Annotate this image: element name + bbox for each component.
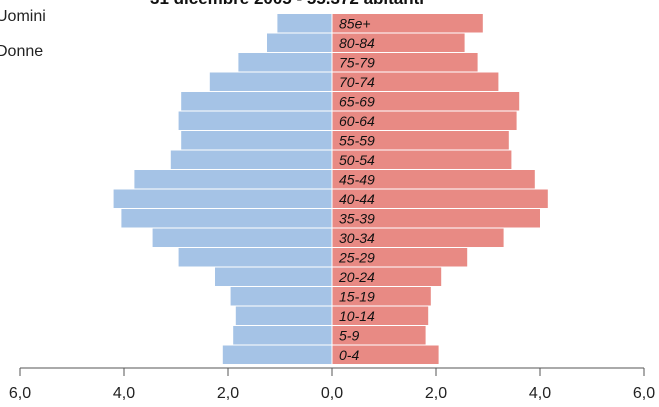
bar-females-65-69: [332, 92, 520, 111]
x-tick-label: 6,0: [9, 385, 31, 402]
bar-females-75-79: [332, 53, 478, 72]
bar-males-25-29: [178, 248, 332, 267]
bar-females-85e+: [332, 14, 483, 33]
bar-males-30-34: [152, 228, 332, 247]
x-tick-label: 0,0: [321, 385, 343, 402]
age-group-label: 25-29: [338, 250, 375, 266]
chart-title: 31 dicembre 2005 - 55.372 abitanti: [150, 0, 424, 9]
bar-males-70-74: [209, 72, 332, 91]
x-tick-label: 6,0: [633, 385, 655, 402]
x-tick-label: 4,0: [113, 385, 135, 402]
age-group-label: 10-14: [339, 308, 375, 324]
bar-females-30-34: [332, 228, 504, 247]
age-group-label: 15-19: [339, 289, 375, 305]
bar-females-50-54: [332, 150, 512, 169]
age-group-label: 85e+: [339, 16, 371, 32]
age-group-label: 0-4: [339, 347, 359, 363]
bar-females-35-39: [332, 209, 540, 228]
bar-males-40-44: [113, 189, 332, 208]
bar-females-60-64: [332, 111, 517, 130]
bar-females-70-74: [332, 72, 499, 91]
x-tick-label: 2,0: [425, 385, 447, 402]
legend-females-label: Donne: [0, 43, 44, 60]
bar-males-20-24: [215, 267, 332, 286]
bar-males-0-4: [222, 345, 332, 364]
bar-males-15-19: [230, 287, 332, 306]
bar-males-55-59: [181, 131, 332, 150]
bar-females-5-9: [332, 326, 426, 345]
bar-males-85e+: [277, 14, 332, 33]
bar-males-35-39: [121, 209, 333, 228]
age-group-label: 40-44: [339, 191, 375, 207]
age-group-label: 65-69: [339, 94, 375, 110]
bar-males-10-14: [235, 306, 332, 325]
bar-females-55-59: [332, 131, 509, 150]
age-group-label: 30-34: [339, 230, 375, 246]
bar-females-0-4: [332, 345, 439, 364]
x-tick-label: 4,0: [529, 385, 551, 402]
age-group-label: 70-74: [339, 74, 375, 90]
age-group-label: 45-49: [339, 172, 375, 188]
age-group-label: 55-59: [339, 133, 375, 149]
bar-females-20-24: [332, 267, 442, 286]
age-group-label: 5-9: [339, 328, 359, 344]
bar-females-40-44: [332, 189, 548, 208]
bar-males-60-64: [178, 111, 332, 130]
bar-females-25-29: [332, 248, 468, 267]
bar-males-50-54: [170, 150, 332, 169]
age-group-label: 20-24: [338, 269, 375, 285]
age-group-label: 80-84: [339, 35, 375, 51]
x-tick-label: 2,0: [217, 385, 239, 402]
bar-males-45-49: [134, 170, 332, 189]
bar-males-75-79: [238, 53, 332, 72]
age-group-label: 60-64: [339, 113, 375, 129]
age-group-label: 50-54: [339, 152, 375, 168]
bar-females-45-49: [332, 170, 535, 189]
age-group-label: 35-39: [339, 211, 375, 227]
bar-females-15-19: [332, 287, 431, 306]
bar-males-5-9: [233, 326, 332, 345]
bar-females-80-84: [332, 33, 465, 52]
bar-males-80-84: [267, 33, 332, 52]
age-group-label: 75-79: [339, 55, 375, 71]
legend-males-label: Uomini: [0, 8, 46, 25]
bar-males-65-69: [181, 92, 332, 111]
bar-females-10-14: [332, 306, 429, 325]
